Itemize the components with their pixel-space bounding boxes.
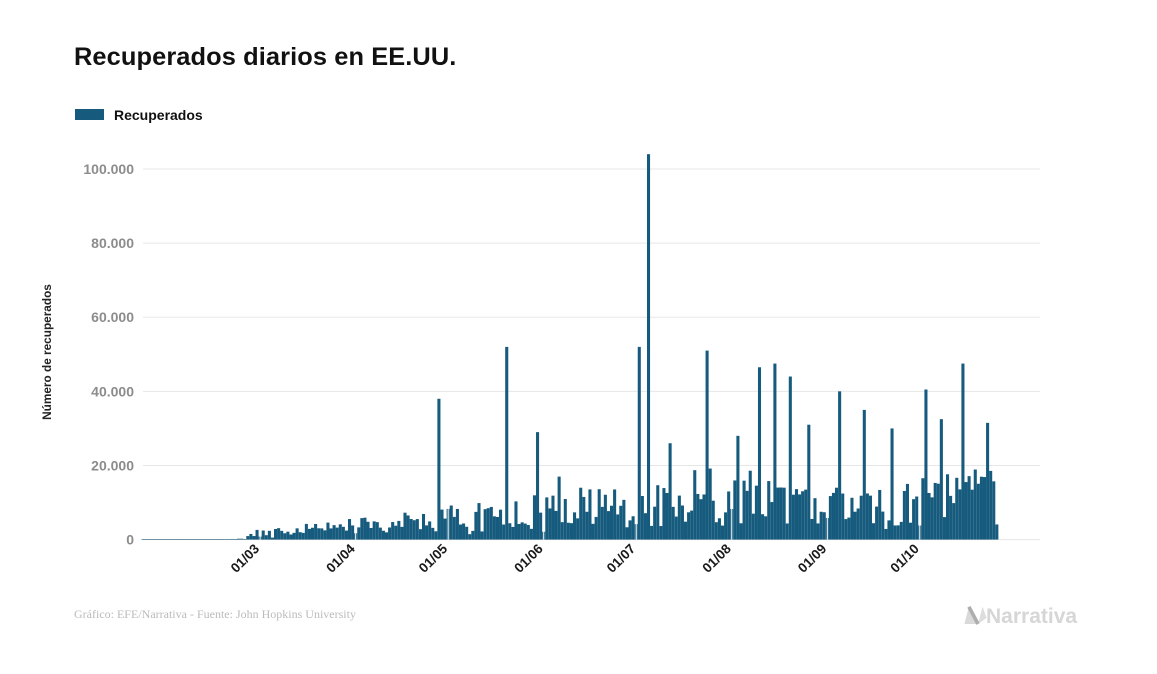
- svg-text:01/09: 01/09: [795, 541, 830, 576]
- svg-text:20.000: 20.000: [91, 457, 134, 473]
- svg-text:01/04: 01/04: [323, 541, 358, 576]
- svg-text:01/10: 01/10: [887, 541, 922, 576]
- svg-text:80.000: 80.000: [91, 235, 134, 251]
- svg-text:01/05: 01/05: [416, 541, 451, 576]
- svg-text:01/06: 01/06: [511, 541, 546, 576]
- svg-text:0: 0: [126, 532, 134, 548]
- svg-text:100.000: 100.000: [83, 161, 134, 177]
- svg-text:01/08: 01/08: [699, 541, 734, 576]
- svg-text:60.000: 60.000: [91, 309, 134, 325]
- svg-text:01/03: 01/03: [228, 541, 263, 576]
- svg-text:40.000: 40.000: [91, 383, 134, 399]
- svg-text:01/07: 01/07: [604, 541, 639, 576]
